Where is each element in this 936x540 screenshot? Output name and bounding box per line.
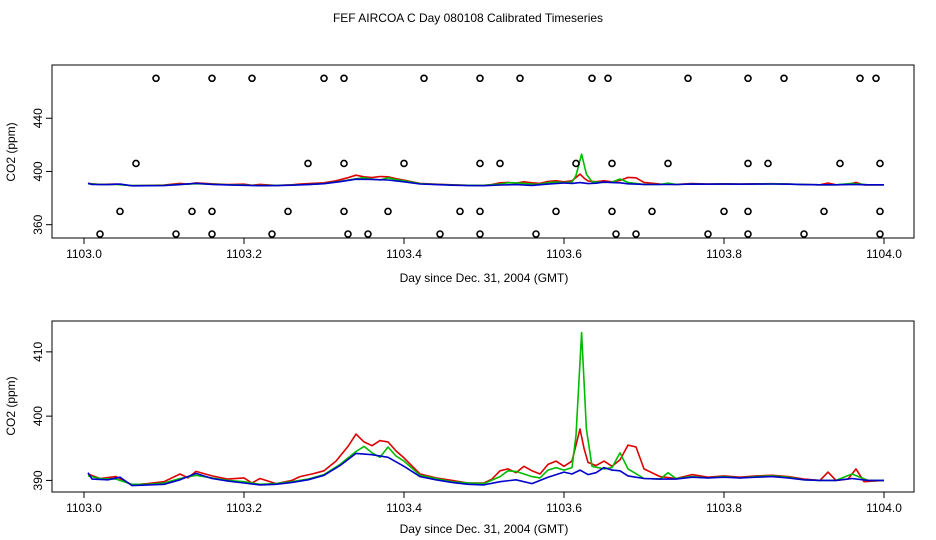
series-line-green: [87, 331, 884, 486]
top-y-axis-label: CO2 (ppm): [4, 122, 18, 181]
data-marker: [516, 74, 524, 83]
data-marker: [96, 230, 104, 238]
data-marker: [284, 207, 292, 216]
data-marker: [744, 230, 752, 238]
data-marker: [116, 207, 124, 216]
top-markers-group: [96, 74, 884, 238]
bottom-x-axis-label: Day since Dec. 31, 2004 (GMT): [400, 522, 569, 536]
y-tick-label: 400: [31, 406, 45, 426]
data-marker: [876, 230, 884, 238]
data-marker: [384, 207, 392, 216]
y-tick-label: 390: [31, 470, 45, 490]
top-x-axis-label: Day since Dec. 31, 2004 (GMT): [400, 271, 569, 285]
series-line-blue: [87, 452, 884, 487]
data-marker: [876, 207, 884, 216]
data-marker: [588, 74, 596, 83]
data-marker: [572, 159, 580, 168]
y-tick-label: 360: [31, 214, 45, 234]
data-marker: [820, 207, 828, 216]
data-marker: [208, 230, 216, 238]
top-x-axis: 1103.0 1103.2 1103.4 1103.6 1103.8 1104.0: [66, 238, 902, 261]
data-marker: [764, 159, 772, 168]
data-marker: [836, 159, 844, 168]
data-marker: [420, 74, 428, 83]
data-marker: [496, 159, 504, 168]
y-tick-label: 440: [31, 108, 45, 128]
data-marker: [780, 74, 788, 83]
bottom-x-axis: 1103.0 1103.2 1103.4 1103.6 1103.8 1104.0: [66, 492, 902, 515]
top-series-group: [87, 153, 885, 187]
data-marker: [132, 159, 140, 168]
bottom-y-axis: 390 400 410: [31, 342, 52, 490]
data-marker: [872, 74, 880, 83]
data-marker: [476, 74, 484, 83]
data-marker: [436, 230, 444, 238]
bottom-y-axis-label: CO2 (ppm): [4, 376, 18, 435]
data-marker: [208, 207, 216, 216]
x-tick-label: 1103.2: [226, 247, 262, 261]
series-line-green: [87, 153, 884, 187]
data-marker: [268, 230, 276, 238]
data-marker: [340, 207, 348, 216]
data-marker: [552, 207, 560, 216]
x-tick-label: 1104.0: [866, 501, 902, 515]
chart-title: FEF AIRCOA C Day 080108 Calibrated Times…: [333, 11, 603, 25]
top-panel: 1103.0 1103.2 1103.4 1103.6 1103.8 1104.0 360…: [4, 64, 915, 285]
data-marker: [608, 159, 616, 168]
data-marker: [400, 159, 408, 168]
bottom-series-group: [87, 331, 885, 487]
x-tick-label: 1103.4: [386, 247, 422, 261]
data-marker: [340, 159, 348, 168]
y-tick-label: 400: [31, 161, 45, 181]
data-marker: [152, 74, 160, 83]
data-marker: [800, 230, 808, 238]
data-marker: [744, 159, 752, 168]
x-tick-label: 1103.4: [386, 501, 422, 515]
data-marker: [172, 230, 180, 238]
data-marker: [320, 74, 328, 83]
x-tick-label: 1103.0: [66, 501, 102, 515]
data-marker: [340, 74, 348, 83]
data-marker: [248, 74, 256, 83]
data-marker: [364, 230, 372, 238]
data-marker: [476, 159, 484, 168]
data-marker: [612, 230, 620, 238]
top-plot-frame: [51, 64, 915, 239]
x-tick-label: 1103.8: [706, 247, 742, 261]
bottom-plot-frame: [51, 320, 915, 493]
data-marker: [476, 230, 484, 238]
data-marker: [188, 207, 196, 216]
x-tick-label: 1103.8: [706, 501, 742, 515]
x-tick-label: 1103.2: [226, 501, 262, 515]
data-marker: [648, 207, 656, 216]
data-marker: [744, 207, 752, 216]
data-marker: [344, 230, 352, 238]
x-tick-label: 1103.0: [66, 247, 102, 261]
data-marker: [608, 207, 616, 216]
series-line-blue: [87, 178, 884, 187]
data-marker: [632, 230, 640, 238]
data-marker: [744, 74, 752, 83]
bottom-panel: 1103.0 1103.2 1103.4 1103.6 1103.8 1104.0 390…: [4, 320, 915, 536]
data-marker: [664, 159, 672, 168]
data-marker: [304, 159, 312, 168]
data-marker: [208, 74, 216, 83]
data-marker: [720, 207, 728, 216]
data-marker: [476, 207, 484, 216]
x-tick-label: 1103.6: [546, 501, 582, 515]
top-y-axis: 360 400 440: [31, 108, 52, 235]
y-tick-label: 410: [31, 342, 45, 362]
data-marker: [532, 230, 540, 238]
data-marker: [684, 74, 692, 83]
data-marker: [604, 74, 612, 83]
data-marker: [876, 159, 884, 168]
data-marker: [704, 230, 712, 238]
data-marker: [456, 207, 464, 216]
x-tick-label: 1104.0: [866, 247, 902, 261]
x-tick-label: 1103.6: [546, 247, 582, 261]
data-marker: [856, 74, 864, 83]
